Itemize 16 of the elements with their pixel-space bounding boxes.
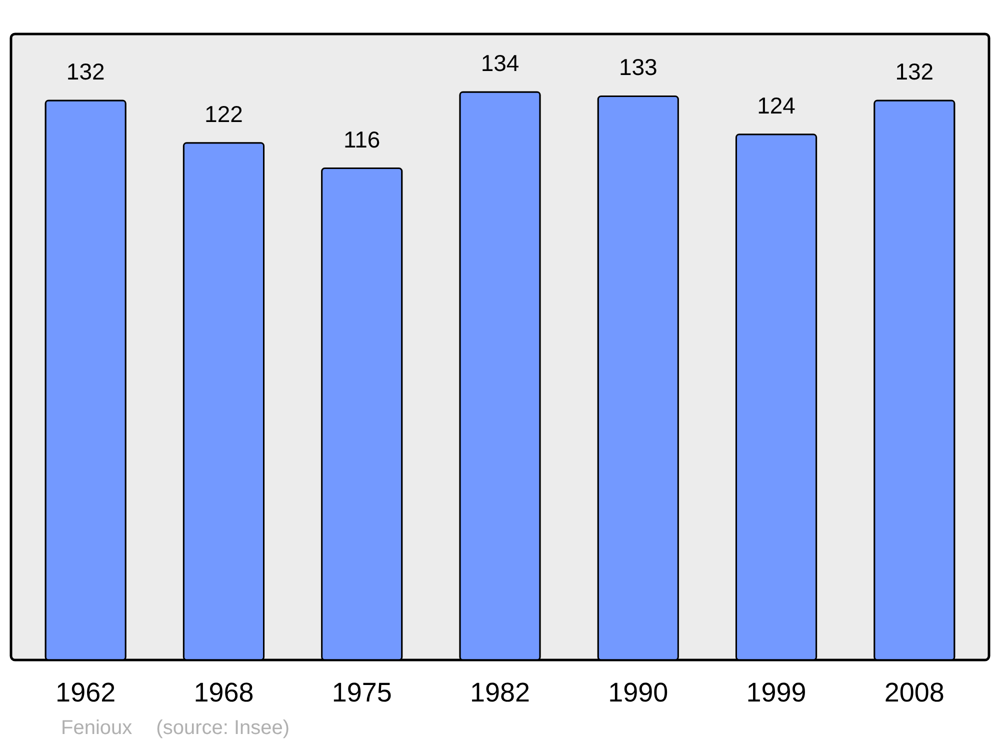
data-label: 133: [618, 54, 658, 80]
data-label: 132: [895, 58, 934, 84]
x-tick-label: 2008: [884, 678, 944, 708]
data-label: 122: [204, 100, 243, 127]
data-label: 124: [757, 92, 796, 118]
x-tick-label: 1990: [608, 678, 668, 708]
data-label: 134: [480, 50, 520, 76]
x-tick-label: 1975: [332, 678, 392, 708]
x-tick-label: 1982: [470, 678, 530, 708]
data-label: 116: [344, 126, 380, 152]
x-tick-label: 1962: [56, 678, 116, 708]
x-tick-label: 1999: [746, 678, 806, 708]
text: Fenioux: [61, 717, 132, 739]
data-label: 132: [66, 58, 105, 84]
text: (source: Insee): [156, 717, 290, 739]
x-tick-label: 1968: [194, 678, 254, 708]
